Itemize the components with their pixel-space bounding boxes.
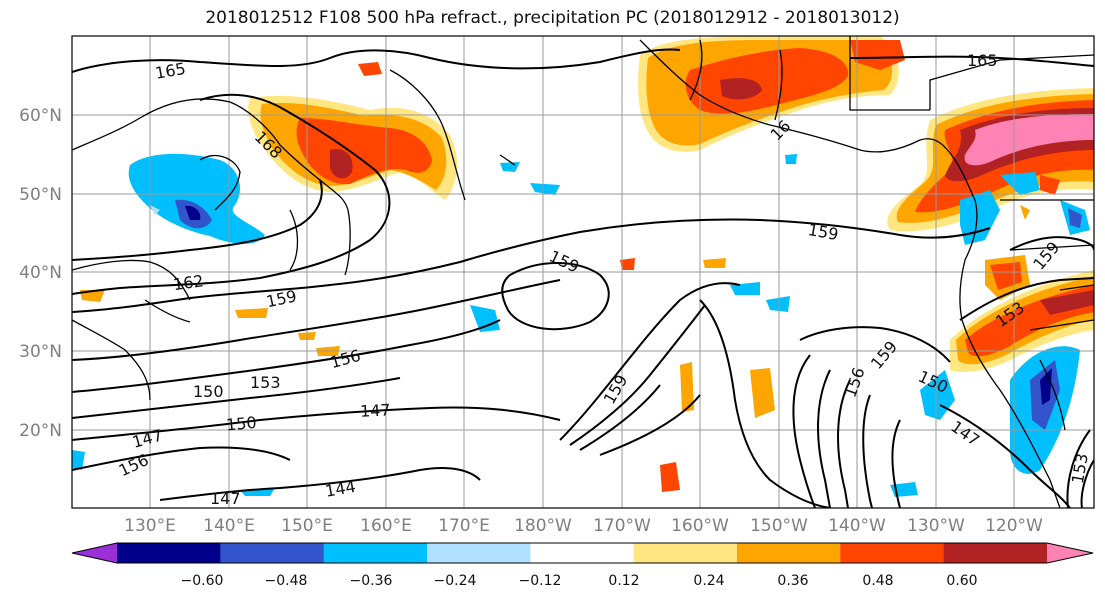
lon-label: 180°W (514, 516, 572, 536)
colorbar-segment (427, 543, 531, 563)
colorbar: −0.60 −0.48 −0.36 −0.24 −0.12 0.12 0.24 … (71, 542, 1094, 589)
lon-label: 120°W (985, 516, 1043, 536)
colorbar-segment (530, 543, 635, 563)
lon-label: 150°E (281, 516, 333, 536)
refractivity-contours (72, 48, 1094, 508)
colorbar-segment (117, 543, 221, 563)
contour-label: 150 (193, 382, 224, 401)
colorbar-tick-label: −0.60 (181, 573, 224, 589)
colorbar-segment (633, 543, 738, 563)
coastlines (72, 36, 1094, 508)
contour-label: 153 (250, 373, 281, 392)
colorbar-segment (943, 543, 1048, 563)
contour-label: 165 (967, 51, 998, 70)
colorbar-outline (71, 542, 1094, 564)
contour-label: 150 (225, 413, 257, 435)
lon-label: 160°W (671, 516, 729, 536)
colorbar-segment (323, 543, 428, 563)
lat-label: 40°N (19, 263, 62, 283)
lat-label: 50°N (19, 185, 62, 205)
colorbar-extend-low (72, 543, 117, 563)
colorbar-segment (737, 543, 841, 563)
colorbar-tick-label: 0.24 (693, 573, 724, 589)
precip-shading (72, 36, 1094, 497)
map-title: 2018012512 F108 500 hPa refract., precip… (205, 8, 900, 28)
lon-label: 170°E (438, 516, 490, 536)
lon-label: 140°E (203, 516, 255, 536)
map-content: 165 168 165 16 162 159 159 159 159 156 1… (72, 36, 1094, 508)
lon-label: 140°W (828, 516, 886, 536)
contour-label: 162 (172, 271, 205, 294)
colorbar-extend-high (1047, 543, 1093, 563)
lat-label: 30°N (19, 342, 62, 362)
lon-label: 130°E (124, 516, 176, 536)
colorbar-tick-label: −0.48 (265, 573, 308, 589)
lon-label: 150°W (750, 516, 808, 536)
lat-label: 60°N (19, 106, 62, 126)
lon-label: 170°W (593, 516, 651, 536)
latitude-axis: 20°N 30°N 40°N 50°N 60°N (19, 106, 62, 441)
colorbar-segment (840, 543, 945, 563)
longitude-axis: 130°E 140°E 150°E 160°E 170°E 180°W 170°… (124, 516, 1043, 536)
contour-label: 147 (360, 400, 391, 421)
contour-label: 147 (210, 489, 241, 508)
colorbar-tick-label: 0.60 (946, 573, 977, 589)
colorbar-segments (71, 542, 1094, 564)
colorbar-segment (220, 543, 325, 563)
map-frame (71, 35, 1095, 509)
lon-label: 130°W (907, 516, 965, 536)
colorbar-tick-label: 0.48 (862, 573, 893, 589)
colorbar-tick-label: −0.36 (350, 573, 393, 589)
lon-label: 160°E (360, 516, 412, 536)
colorbar-ticks: −0.60 −0.48 −0.36 −0.24 −0.12 0.12 0.24 … (181, 573, 978, 589)
colorbar-tick-label: −0.24 (434, 573, 477, 589)
colorbar-tick-label: 0.12 (608, 573, 639, 589)
graticule (72, 36, 1094, 508)
colorbar-tick-label: −0.12 (519, 573, 562, 589)
colorbar-tick-label: 0.36 (777, 573, 808, 589)
lat-label: 20°N (19, 421, 62, 441)
